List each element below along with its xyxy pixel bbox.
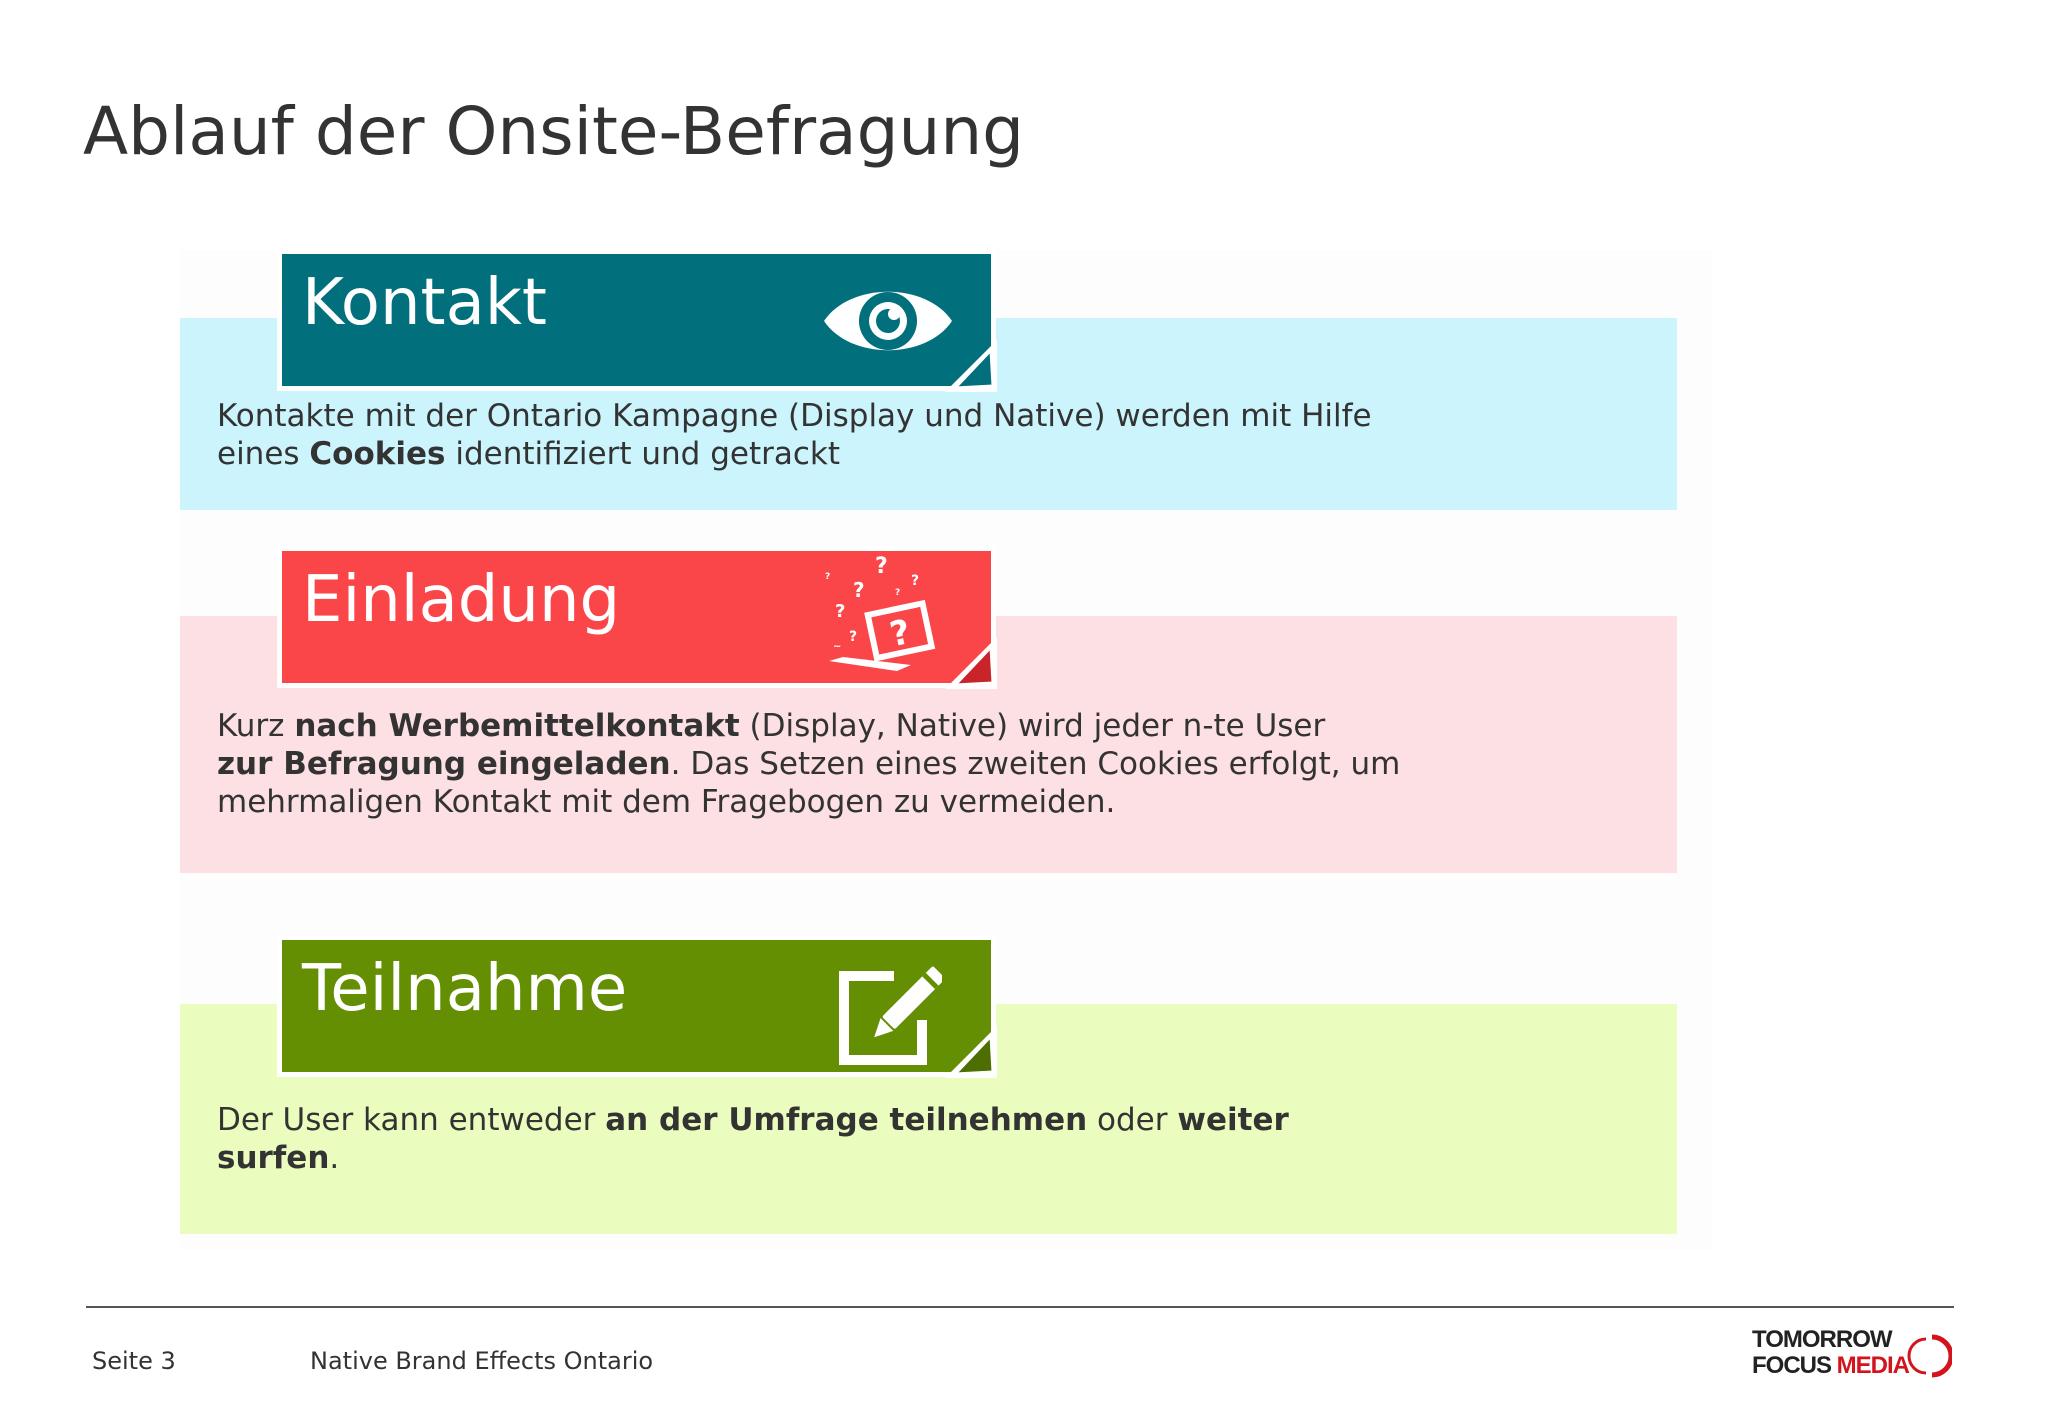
laptop-question-icon: ? ? ? ? ? ? ? ~ ? ?: [825, 554, 936, 671]
page-curl-icon: [945, 340, 997, 392]
description-bold-text: nach Werbemittelkontakt: [294, 708, 740, 744]
page-curl-icon: [945, 637, 997, 689]
description-text: .: [329, 1140, 340, 1176]
step-kontakt-description: Kontakte mit der Ontario Kampagne (Displ…: [217, 397, 1517, 473]
step-einladung-tab: Einladung ? ? ? ? ? ? ? ~ ? ?: [282, 551, 997, 689]
description-bold-text: an der Umfrage teilnehmen: [605, 1102, 1088, 1138]
svg-text:~: ~: [833, 641, 841, 652]
svg-text:?: ?: [849, 629, 857, 645]
description-bold-text: zur Befragung eingeladen: [217, 746, 671, 782]
svg-text:?: ?: [875, 554, 888, 579]
description-text: . Das Setzen eines zweiten Cookies erfol…: [670, 746, 1401, 782]
logo-line1: TOMORROW: [1752, 1326, 1893, 1353]
logo-media: MEDIA: [1836, 1352, 1910, 1379]
svg-text:?: ?: [886, 612, 914, 655]
company-logo: TOMORROW FOCUS MEDIA: [1752, 1327, 1952, 1383]
svg-text:?: ?: [835, 601, 845, 622]
description-text: Kurz: [217, 708, 295, 744]
step-einladung-label: Einladung: [302, 563, 621, 637]
edit-icon: [839, 966, 942, 1065]
logo-line2: FOCUS MEDIA: [1752, 1352, 1910, 1379]
svg-text:?: ?: [895, 588, 900, 598]
description-bold-text: weiter: [1177, 1102, 1289, 1138]
svg-text:?: ?: [911, 573, 919, 589]
footer-divider: [86, 1306, 1954, 1308]
description-text: (Display, Native) wird jeder n-te User: [739, 708, 1326, 744]
svg-text:?: ?: [853, 578, 865, 602]
step-teilnahme-description: Der User kann entweder an der Umfrage te…: [217, 1101, 1517, 1177]
logo-ring-icon: [1907, 1334, 1952, 1378]
svg-text:?: ?: [825, 572, 830, 582]
page-number: Seite 3: [92, 1347, 176, 1375]
description-text: Der User kann entweder: [217, 1102, 606, 1138]
footer-title: Native Brand Effects Ontario: [310, 1347, 654, 1375]
description-text: eines: [217, 436, 310, 472]
step-einladung-description: Kurz nach Werbemittelkontakt (Display, N…: [217, 707, 1517, 821]
step-kontakt-tab: Kontakt: [282, 254, 997, 392]
step-teilnahme-label: Teilnahme: [302, 952, 628, 1026]
page-title: Ablauf der Onsite-Befragung: [83, 93, 1025, 170]
description-text: identifiziert und getrackt: [445, 436, 840, 472]
page-curl-icon: [945, 1026, 997, 1078]
description-bold-text: surfen: [217, 1140, 330, 1176]
description-text: oder: [1087, 1102, 1178, 1138]
step-teilnahme-tab: Teilnahme: [282, 940, 997, 1078]
logo-focus: FOCUS: [1752, 1352, 1832, 1379]
eye-icon: [824, 291, 952, 351]
description-text: Kontakte mit der Ontario Kampagne (Displ…: [217, 398, 1372, 434]
step-kontakt-label: Kontakt: [302, 266, 547, 340]
description-bold-text: Cookies: [309, 436, 446, 472]
description-text: mehrmaligen Kontakt mit dem Fragebogen z…: [217, 784, 1116, 820]
